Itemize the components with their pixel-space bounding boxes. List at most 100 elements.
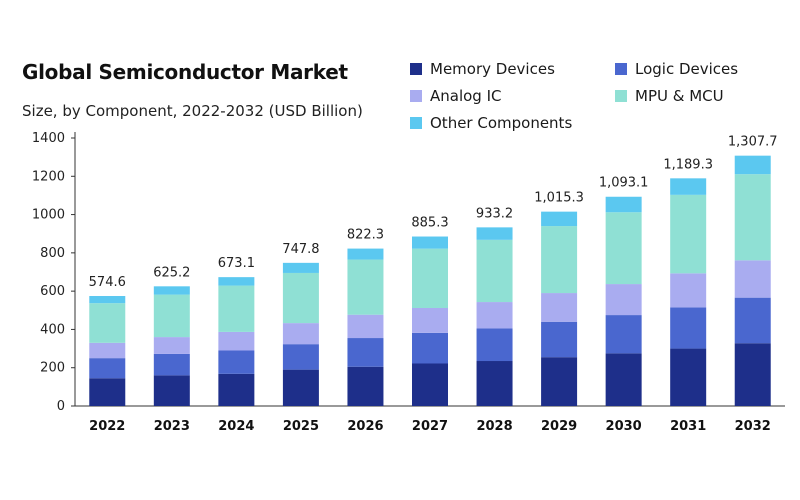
bar-segment-2022-memory-devices <box>89 378 126 406</box>
legend-item-other-components: Other Components <box>410 114 572 132</box>
legend-swatch-other-components <box>410 117 422 129</box>
bar-segment-2027-logic-devices <box>412 332 448 364</box>
legend-item-logic-devices: Logic Devices <box>615 60 738 78</box>
x-tick-label: 2028 <box>476 419 512 434</box>
bar-segment-2025-other-components <box>282 262 319 273</box>
legend-item-analog-ic: Analog IC <box>410 87 502 105</box>
bar-segment-2023-other-components <box>153 286 190 295</box>
bar-segment-2024-analog-ic <box>218 331 255 351</box>
x-tick-label: 2026 <box>347 419 383 434</box>
bar-total-label: 1,093.1 <box>599 176 649 191</box>
x-tick-label: 2030 <box>606 419 642 434</box>
legend-item-memory-devices: Memory Devices <box>410 60 555 78</box>
bar-segment-2030-logic-devices <box>605 315 642 354</box>
y-tick-label: 1400 <box>32 131 65 146</box>
bar-segment-2026-other-components <box>347 248 384 260</box>
bar-segment-2022-logic-devices <box>89 358 126 379</box>
bar-segment-2023-logic-devices <box>153 353 190 376</box>
legend-label-logic-devices: Logic Devices <box>635 60 739 78</box>
legend-item-mpu-mcu: MPU & MCU <box>615 87 724 105</box>
x-tick-label: 2022 <box>89 419 125 434</box>
bar-segment-2027-memory-devices <box>412 363 448 406</box>
bar-segment-2029-logic-devices <box>541 321 578 358</box>
x-tick-label: 2025 <box>283 419 319 434</box>
bar-segment-2025-memory-devices <box>282 369 319 406</box>
bar-segment-2027-analog-ic <box>412 307 448 333</box>
bar-segment-2026-logic-devices <box>347 338 384 367</box>
bar-segment-2028-other-components <box>476 227 513 240</box>
bar-total-label: 574.6 <box>89 275 126 290</box>
x-tick-label: 2031 <box>670 419 706 434</box>
chart-title: Global Semiconductor Market <box>22 60 348 84</box>
bar-segment-2031-analog-ic <box>670 273 707 308</box>
x-tick-label: 2024 <box>218 419 254 434</box>
bar-segment-2032-analog-ic <box>734 260 771 298</box>
bar-segment-2023-mpu-mcu <box>153 294 190 338</box>
x-tick-label: 2023 <box>154 419 190 434</box>
y-tick-label: 400 <box>40 322 65 337</box>
bar-segment-2025-logic-devices <box>282 344 319 370</box>
x-tick-label: 2027 <box>412 419 448 434</box>
bar-total-label: 1,015.3 <box>534 191 584 206</box>
bar-segment-2030-other-components <box>605 196 642 213</box>
bar-segment-2024-memory-devices <box>218 373 255 406</box>
bar-segment-2029-memory-devices <box>541 357 578 406</box>
bar-total-label: 673.1 <box>218 256 255 271</box>
y-tick-label: 200 <box>40 361 65 376</box>
bar-segment-2028-memory-devices <box>476 361 513 406</box>
bar-total-label: 625.2 <box>153 265 190 280</box>
bar-total-label: 822.3 <box>347 228 384 243</box>
bar-segment-2025-mpu-mcu <box>282 272 319 324</box>
bar-segment-2022-other-components <box>89 296 126 304</box>
bar-segment-2028-mpu-mcu <box>476 239 513 303</box>
bar-segment-2032-logic-devices <box>734 297 771 344</box>
y-tick-label: 1200 <box>32 169 65 184</box>
y-tick-label: 800 <box>40 246 65 261</box>
bar-segment-2031-mpu-mcu <box>670 194 707 274</box>
bar-segment-2026-memory-devices <box>347 366 384 406</box>
legend-label-analog-ic: Analog IC <box>430 87 502 105</box>
legend-swatch-analog-ic <box>410 90 422 102</box>
bar-segment-2022-mpu-mcu <box>89 303 126 343</box>
bar-segment-2029-mpu-mcu <box>541 226 578 294</box>
bar-segment-2030-analog-ic <box>605 284 642 316</box>
bar-segment-2027-mpu-mcu <box>412 248 448 308</box>
bar-segment-2025-analog-ic <box>282 323 319 345</box>
bar-segment-2029-analog-ic <box>541 293 578 322</box>
bar-segment-2028-logic-devices <box>476 328 513 362</box>
legend-swatch-logic-devices <box>615 63 627 75</box>
bar-segment-2030-memory-devices <box>605 353 642 406</box>
bar-total-label: 1,189.3 <box>663 157 713 172</box>
bar-segment-2031-memory-devices <box>670 348 707 406</box>
bar-segment-2026-analog-ic <box>347 314 384 339</box>
bar-segment-2024-logic-devices <box>218 350 255 374</box>
legend: Memory Devices Logic Devices Analog IC M… <box>410 58 800 138</box>
bar-segment-2031-other-components <box>670 178 707 195</box>
bar-total-label: 885.3 <box>411 216 448 231</box>
bar-segment-2027-other-components <box>412 236 448 249</box>
legend-label-other-components: Other Components <box>430 114 573 132</box>
bar-segment-2023-analog-ic <box>153 337 190 354</box>
bar-total-label: 747.8 <box>282 242 319 257</box>
bar-segment-2026-mpu-mcu <box>347 259 384 315</box>
bar-segment-2023-memory-devices <box>153 375 190 406</box>
chart-subtitle: Size, by Component, 2022-2032 (USD Billi… <box>22 102 363 120</box>
bar-segment-2022-analog-ic <box>89 342 126 359</box>
y-tick-label: 1000 <box>32 208 65 223</box>
bar-segment-2030-mpu-mcu <box>605 212 642 285</box>
legend-label-memory-devices: Memory Devices <box>430 60 555 78</box>
bar-segment-2031-logic-devices <box>670 307 707 349</box>
legend-swatch-memory-devices <box>410 63 422 75</box>
bar-segment-2032-memory-devices <box>734 343 771 406</box>
y-tick-label: 600 <box>40 284 65 299</box>
x-tick-label: 2029 <box>541 419 577 434</box>
bar-segment-2032-other-components <box>734 155 771 175</box>
bar-segment-2024-mpu-mcu <box>218 285 255 332</box>
bar-total-label: 1,307.7 <box>728 135 778 150</box>
legend-label-mpu-mcu: MPU & MCU <box>635 87 724 105</box>
bar-segment-2024-other-components <box>218 277 255 286</box>
legend-swatch-mpu-mcu <box>615 90 627 102</box>
bar-segment-2032-mpu-mcu <box>734 174 771 261</box>
bar-segment-2029-other-components <box>541 211 578 227</box>
